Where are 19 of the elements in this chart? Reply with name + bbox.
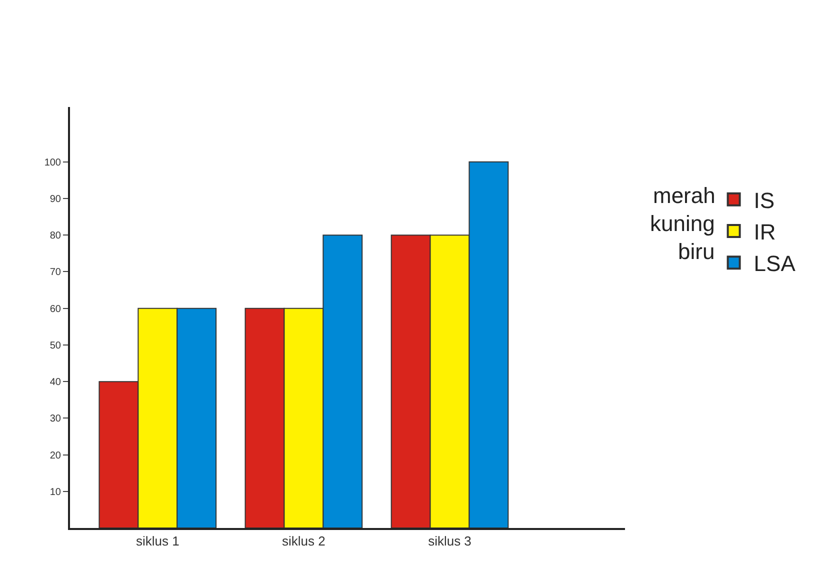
x-tick-label: siklus 3: [428, 534, 472, 549]
y-tick-label: 90: [50, 194, 62, 206]
legend-label: LSA: [754, 251, 796, 276]
y-tick-label: 100: [44, 157, 62, 168]
y-tick-label: 20: [50, 450, 62, 462]
legend-label: IS: [754, 188, 775, 213]
text: merah: [653, 183, 716, 208]
x-tick-label: siklus 1: [136, 534, 180, 549]
text: biru: [678, 239, 715, 264]
y-tick-label: 60: [50, 304, 62, 315]
text: kuning: [650, 211, 715, 236]
y-tick-label: 70: [50, 267, 62, 278]
y-tick-label: 10: [50, 486, 62, 498]
x-tick-label: siklus 2: [282, 534, 326, 549]
y-tick-label: 40: [50, 377, 62, 388]
y-tick-label: 50: [50, 340, 62, 352]
legend-label: IR: [754, 220, 776, 245]
y-tick-label: 80: [50, 230, 62, 242]
y-tick-label: 30: [50, 414, 62, 425]
